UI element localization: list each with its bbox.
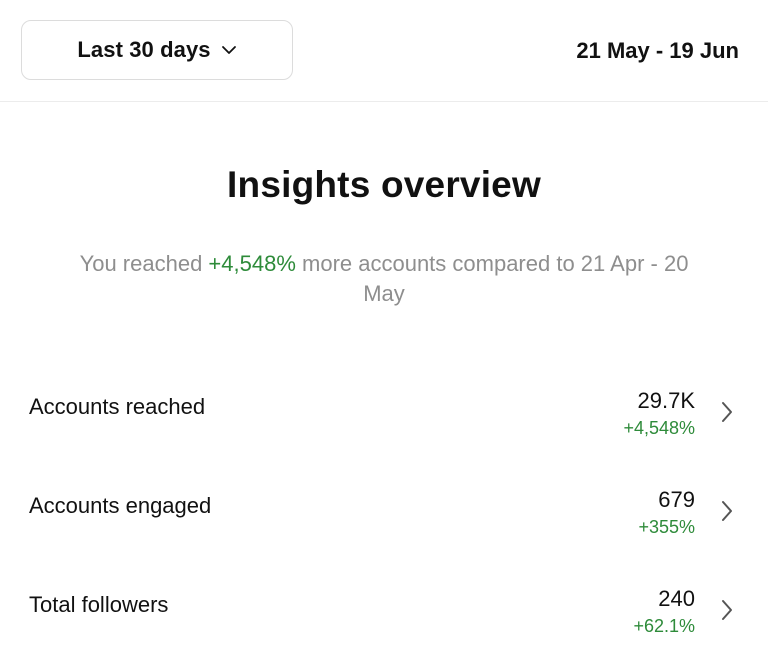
date-range-dropdown-label: Last 30 days — [77, 37, 211, 62]
metric-label: Accounts reached — [29, 394, 206, 419]
metric-value: 29.7K — [637, 388, 696, 413]
summary-suffix: more accounts compared to 21 Apr - 20 Ma… — [295, 251, 689, 306]
metric-change: +355% — [638, 517, 695, 537]
metric-row-accounts-reached[interactable]: Accounts reached 29.7K +4,548% — [0, 384, 768, 464]
top-bar: Last 30 days 21 May - 19 Jun — [0, 0, 768, 102]
metric-value: 679 — [658, 487, 695, 512]
metric-change: +62.1% — [633, 616, 695, 636]
chevron-right-icon — [722, 402, 732, 422]
chevron-right-icon — [722, 600, 732, 620]
metric-label: Accounts engaged — [29, 493, 212, 518]
page-title: Insights overview — [227, 164, 541, 205]
metric-change: +4,548% — [623, 418, 695, 438]
date-range-dropdown[interactable]: Last 30 days — [21, 20, 293, 80]
chevron-right-icon — [722, 501, 732, 521]
overview-summary: You reached +4,548% more accounts compar… — [60, 249, 708, 309]
metric-label: Total followers — [29, 592, 169, 617]
summary-change: +4,548% — [208, 251, 296, 276]
metric-value: 240 — [658, 586, 695, 611]
metric-row-accounts-engaged[interactable]: Accounts engaged 679 +355% — [0, 483, 768, 563]
date-range-text: 21 May - 19 Jun — [576, 38, 739, 63]
chevron-down-icon — [221, 46, 236, 54]
metric-row-total-followers[interactable]: Total followers 240 +62.1% — [0, 582, 768, 662]
summary-prefix: You reached — [79, 251, 209, 276]
